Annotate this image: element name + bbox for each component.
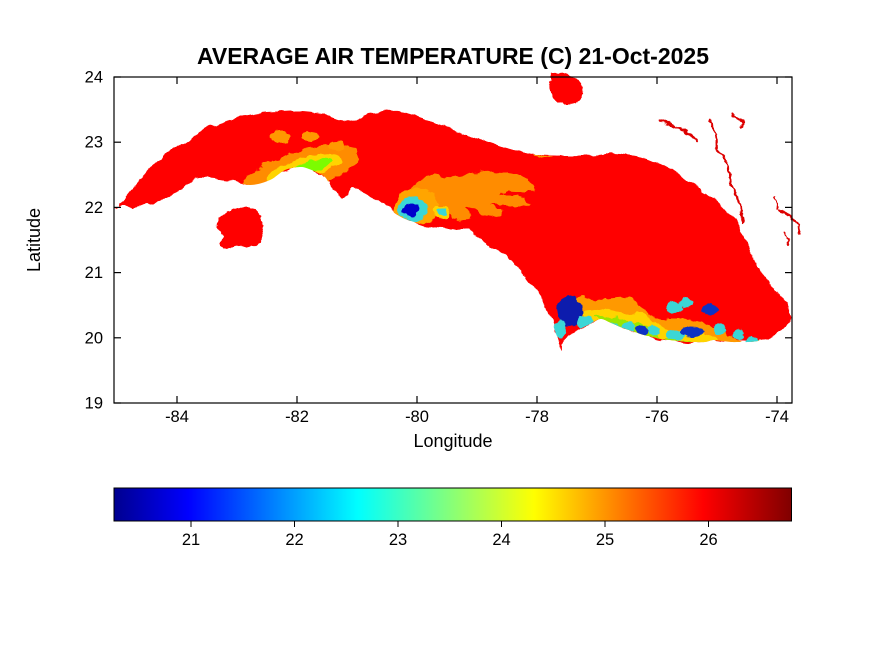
svg-text:23: 23 <box>389 531 407 549</box>
svg-text:23: 23 <box>85 134 103 152</box>
svg-text:Longitude: Longitude <box>413 431 492 451</box>
svg-text:-76: -76 <box>645 408 669 426</box>
svg-text:20: 20 <box>85 329 103 347</box>
svg-text:-80: -80 <box>405 408 429 426</box>
svg-text:-82: -82 <box>285 408 309 426</box>
svg-text:22: 22 <box>285 531 303 549</box>
svg-text:25: 25 <box>596 531 614 549</box>
svg-text:AVERAGE AIR TEMPERATURE (C) 21: AVERAGE AIR TEMPERATURE (C) 21-Oct-2025 <box>197 43 709 69</box>
svg-text:Latitude: Latitude <box>24 208 44 272</box>
svg-text:-78: -78 <box>525 408 549 426</box>
svg-text:19: 19 <box>85 395 103 413</box>
svg-text:22: 22 <box>85 199 103 217</box>
svg-text:24: 24 <box>85 69 103 87</box>
svg-text:21: 21 <box>85 264 103 282</box>
svg-text:26: 26 <box>699 531 717 549</box>
svg-text:-74: -74 <box>765 408 789 426</box>
svg-text:21: 21 <box>182 531 200 549</box>
svg-text:-84: -84 <box>165 408 189 426</box>
svg-text:24: 24 <box>492 531 510 549</box>
